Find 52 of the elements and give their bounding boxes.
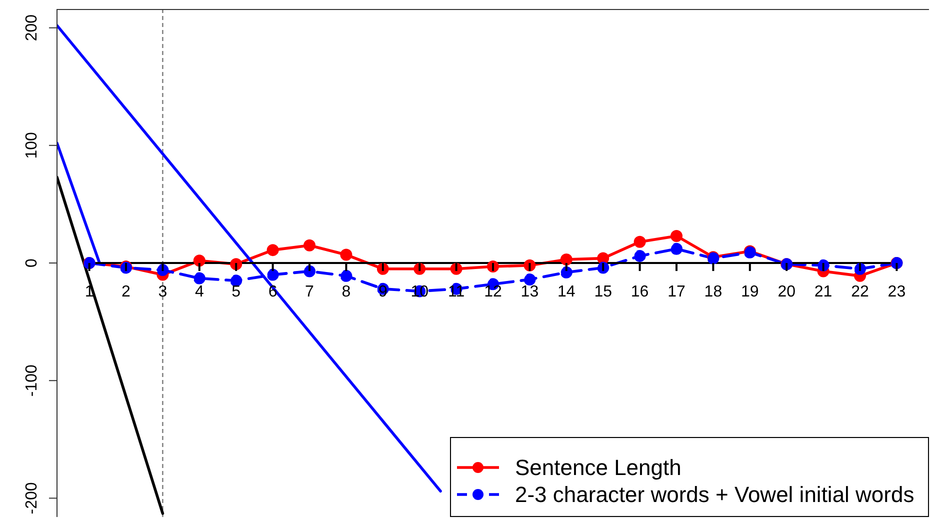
point	[597, 252, 610, 264]
y-tick-label: 100	[24, 132, 40, 159]
y-tick-label: -100	[24, 364, 40, 397]
x-tick-label: 19	[741, 284, 759, 300]
point	[266, 244, 279, 256]
x-tick-label: 20	[778, 284, 796, 300]
point	[304, 239, 316, 252]
x-tick-label: 3	[158, 284, 168, 300]
x-tick-label: 2	[122, 284, 131, 300]
point	[670, 242, 682, 255]
legend-label: Sentence Length	[515, 454, 682, 481]
point	[304, 265, 316, 278]
point	[634, 236, 646, 248]
x-tick-label: 7	[305, 284, 314, 300]
y-tick-label: 200	[24, 14, 40, 42]
point	[817, 259, 830, 272]
point	[340, 248, 352, 261]
x-tick-label: 17	[668, 284, 686, 300]
point	[266, 268, 279, 281]
point	[414, 262, 426, 275]
point	[854, 262, 866, 275]
x-tick-label: 22	[851, 284, 870, 300]
legend-label: 2-3 character words + Vowel initial words	[515, 481, 914, 508]
point	[376, 262, 389, 275]
x-tick-label: 14	[558, 284, 576, 300]
point	[524, 259, 536, 272]
x-tick-label: 16	[630, 284, 649, 300]
point	[524, 273, 536, 286]
point	[340, 270, 352, 282]
x-tick-label: 4	[194, 284, 204, 300]
x-tick-label: 23	[888, 284, 906, 300]
point	[597, 262, 610, 274]
point	[450, 262, 462, 275]
point	[230, 274, 242, 287]
y-tick-label: 0	[24, 258, 40, 268]
point	[670, 230, 682, 242]
point	[193, 254, 206, 267]
x-tick-label: 21	[814, 284, 832, 300]
point	[560, 266, 572, 278]
x-tick-label: 5	[232, 284, 241, 300]
point	[487, 260, 499, 273]
point	[560, 253, 572, 266]
x-tick-label: 15	[594, 284, 612, 300]
point	[193, 272, 206, 284]
x-tick-label: 12	[484, 284, 502, 300]
y-tick-label: -200	[24, 482, 40, 514]
x-tick-label: 1	[84, 284, 94, 300]
x-tick-label: 8	[342, 284, 351, 300]
point	[156, 264, 169, 276]
point	[634, 250, 646, 262]
x-tick-label: 18	[704, 284, 722, 300]
x-tick-label: 13	[520, 284, 539, 300]
